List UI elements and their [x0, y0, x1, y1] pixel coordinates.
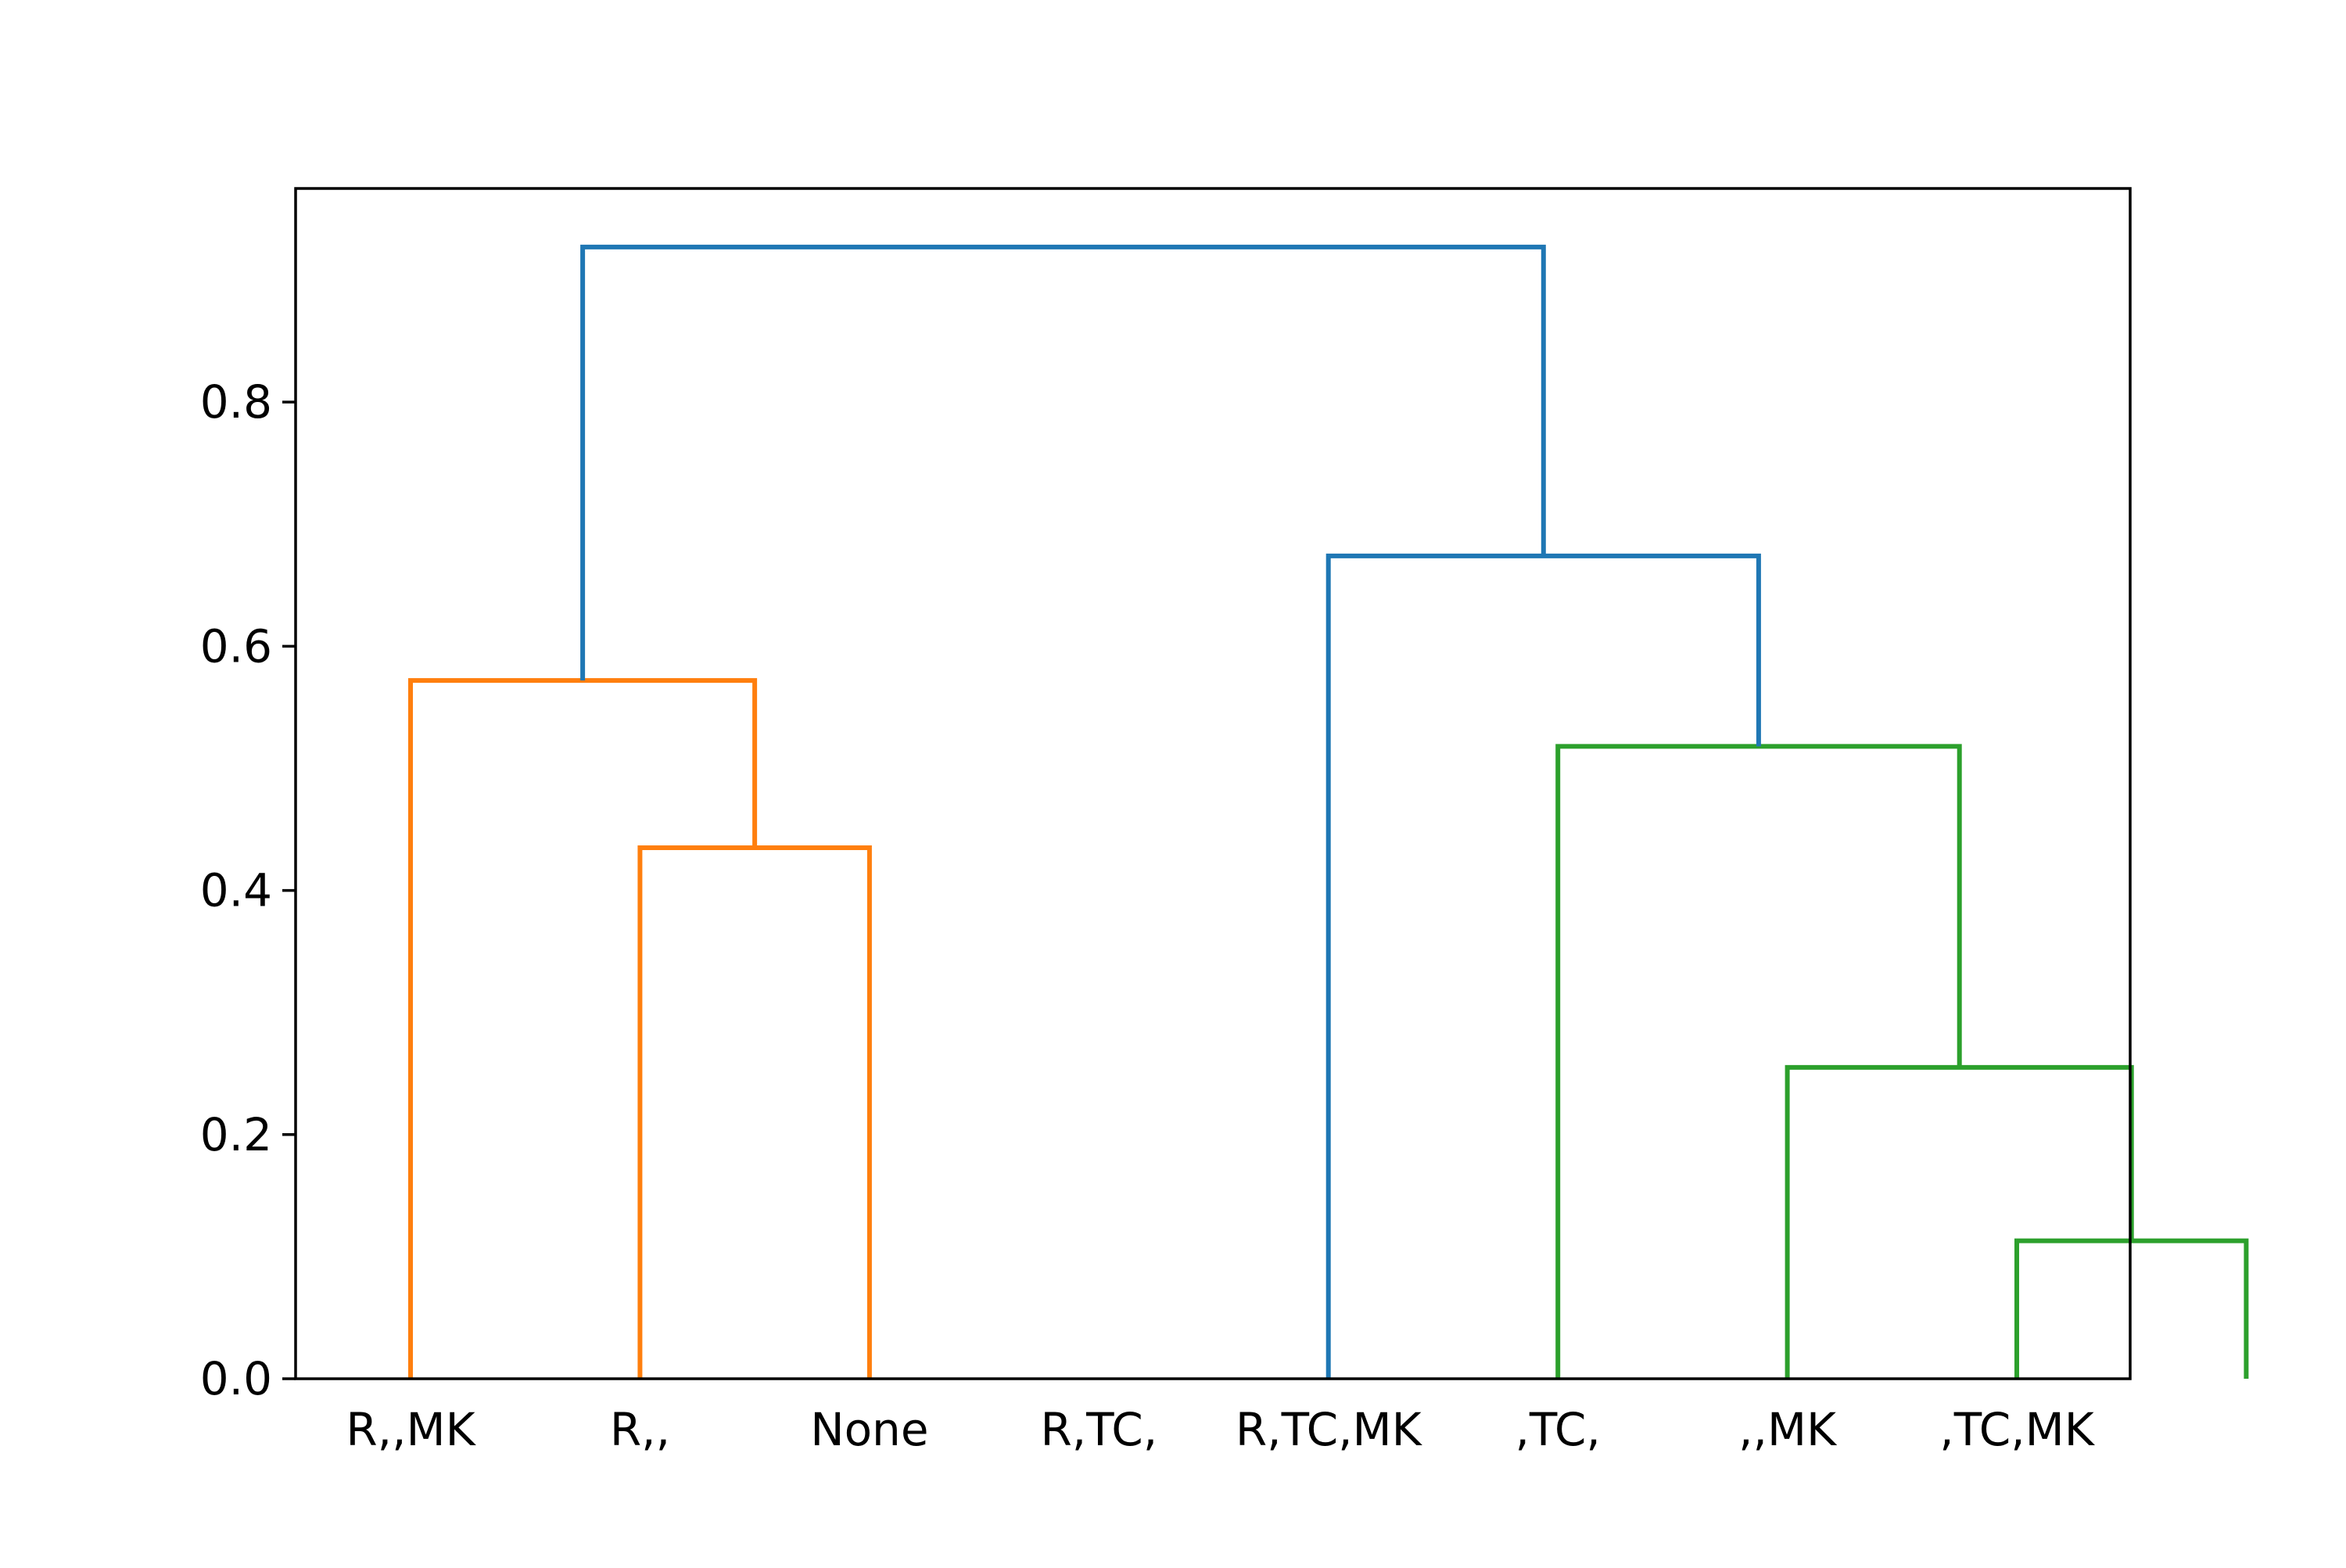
leaf-label: R,TC,MK	[1236, 1403, 1423, 1456]
y-tick-label: 0.8	[200, 375, 272, 429]
dendrogram-link-2	[1555, 744, 1962, 1379]
leaf-label: R,,MK	[346, 1403, 476, 1456]
leaf-label: ,,MK	[1738, 1403, 1838, 1456]
leaf-label: None	[810, 1403, 928, 1456]
x-axis-leaf-labels: R,,MK R,, None R,TC, R,TC,MK ,TC, ,,MK ,TC,MK	[346, 1403, 2095, 1456]
y-tick-label: 0.4	[200, 864, 272, 917]
dendrogram-link-6	[580, 244, 1546, 681]
leaf-label: ,TC,	[1515, 1403, 1600, 1456]
y-axis: 0.0 0.2 0.4 0.6 0.8	[200, 375, 296, 1405]
y-tick-label: 0.2	[200, 1108, 272, 1161]
dendrogram-link-4	[637, 845, 872, 1379]
y-tick-label: 0.0	[200, 1352, 272, 1405]
leaf-label: R,,	[610, 1403, 670, 1456]
plot-frame	[294, 187, 2132, 1380]
leaf-label: R,TC,	[1040, 1403, 1157, 1456]
dendrogram-link-5	[408, 678, 758, 1379]
dendrogram-link-1	[1785, 1064, 2134, 1379]
dendrogram-links	[408, 244, 2249, 1379]
y-tick-label: 0.6	[200, 619, 272, 673]
leaf-label: ,TC,MK	[1939, 1403, 2095, 1456]
dendrogram-link-3	[1325, 553, 1761, 1379]
